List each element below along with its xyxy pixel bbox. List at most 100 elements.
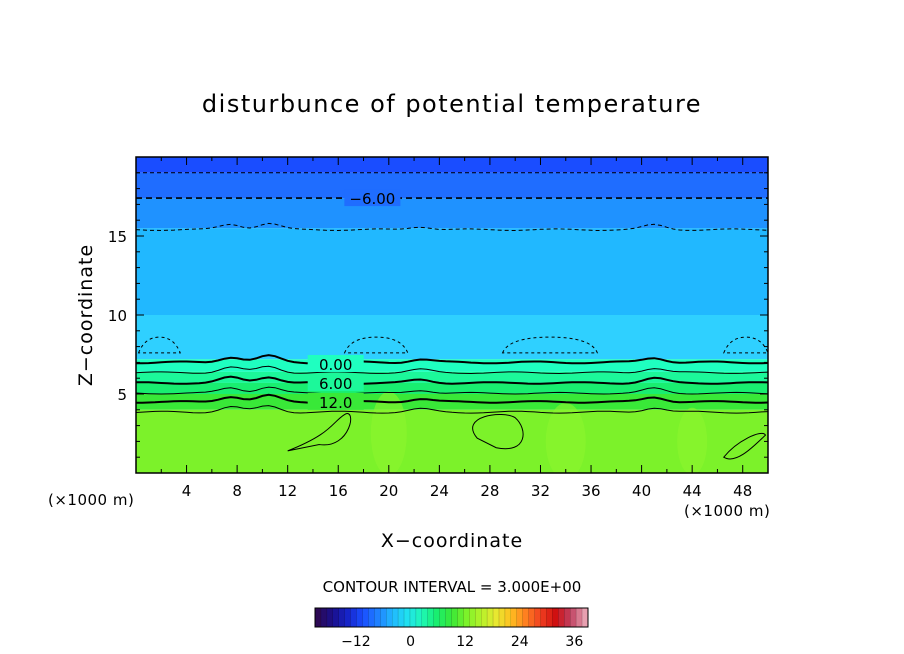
colorbar-cell-1 bbox=[320, 608, 328, 627]
x-tick-label-12: 12 bbox=[278, 482, 297, 500]
x-tick-label-4: 4 bbox=[182, 482, 192, 500]
field-band-4 bbox=[136, 315, 768, 360]
colorbar-cell-44 bbox=[576, 608, 583, 627]
contour-loop-2 bbox=[723, 433, 767, 460]
x-unit-label-right: (×1000 m) bbox=[684, 502, 770, 520]
contour-line-3 bbox=[136, 365, 768, 375]
colorbar-cell-2 bbox=[326, 608, 334, 627]
field-band-3 bbox=[136, 228, 768, 315]
colorbar-cell-15 bbox=[404, 608, 411, 627]
colorbar-cell-26 bbox=[469, 608, 476, 627]
contour-line-0 bbox=[136, 354, 768, 365]
contour-loop-0 bbox=[287, 413, 352, 452]
field-band-0 bbox=[136, 157, 768, 173]
contour-line-9 bbox=[136, 386, 768, 395]
colorbar-cell-7 bbox=[356, 608, 363, 627]
contour-label-0: −6.00 bbox=[349, 190, 395, 208]
colorbar-cell-39 bbox=[546, 608, 553, 627]
contour-label-2: 6.00 bbox=[319, 375, 352, 393]
field-band-6 bbox=[136, 371, 768, 383]
colorbar-cell-37 bbox=[534, 608, 541, 627]
field-band-9 bbox=[136, 409, 768, 473]
colorbar-cell-22 bbox=[445, 608, 452, 627]
colorbar-cell-27 bbox=[475, 608, 482, 627]
colorbar-cell-17 bbox=[415, 608, 423, 627]
colorbar-cell-33 bbox=[510, 608, 518, 627]
y-tick-label-5: 5 bbox=[117, 386, 127, 404]
colorbar-cell-41 bbox=[558, 608, 565, 627]
contour-label-bg-1 bbox=[307, 354, 364, 372]
contour-label-bg-0 bbox=[344, 189, 401, 207]
colorbar-cell-43 bbox=[570, 608, 577, 627]
colorbar-cell-20 bbox=[433, 608, 440, 627]
contour-label-bg-2 bbox=[307, 373, 364, 391]
colorbar-cell-32 bbox=[504, 608, 512, 627]
contour-pocket-2 bbox=[501, 336, 599, 354]
colorbar-cell-12 bbox=[386, 608, 393, 627]
colorbar-cell-25 bbox=[463, 608, 470, 627]
colorbar-frame bbox=[314, 607, 589, 628]
colorbar-cell-42 bbox=[564, 608, 571, 627]
colorbar-cell-10 bbox=[374, 608, 381, 627]
x-axis-label: X−coordinate bbox=[381, 530, 523, 552]
x-tick-label-36: 36 bbox=[581, 482, 600, 500]
contour-loop-1 bbox=[472, 413, 524, 450]
x-tick-label-24: 24 bbox=[430, 482, 449, 500]
x-tick-label-32: 32 bbox=[531, 482, 550, 500]
y-tick-label-15: 15 bbox=[108, 228, 127, 246]
colorbar-cell-16 bbox=[409, 608, 417, 627]
colorbar-cell-18 bbox=[421, 608, 429, 627]
field-patch-2 bbox=[677, 407, 708, 473]
x-tick-label-16: 16 bbox=[329, 482, 348, 500]
contour-label-3: 12.0 bbox=[319, 394, 352, 412]
colorbar-cell-6 bbox=[350, 608, 357, 627]
colorbar-cell-13 bbox=[392, 608, 399, 627]
colorbar-cell-0 bbox=[315, 608, 322, 627]
x-tick-label-40: 40 bbox=[632, 482, 651, 500]
colorbar-cell-9 bbox=[368, 608, 375, 627]
colorbar-cell-34 bbox=[516, 608, 524, 627]
colorbar-cell-19 bbox=[427, 608, 434, 627]
field-band-7 bbox=[136, 382, 768, 394]
contour-line-15 bbox=[136, 405, 768, 414]
colorbar-cell-35 bbox=[522, 608, 529, 627]
contour-line-12 bbox=[136, 393, 768, 404]
colorbar-cell-29 bbox=[487, 608, 494, 627]
contour-label-1: 0.00 bbox=[319, 356, 352, 374]
x-tick-label-44: 44 bbox=[683, 482, 702, 500]
colorbar-cell-31 bbox=[498, 608, 506, 627]
colorbar-cell-38 bbox=[540, 608, 547, 627]
x-tick-label-48: 48 bbox=[733, 482, 752, 500]
colorbar: −12 0 12 24 36 bbox=[314, 607, 589, 650]
colorbar-cell-30 bbox=[493, 608, 500, 627]
colorbar-cell-21 bbox=[439, 608, 446, 627]
colorbar-tick-label-3: 24 bbox=[511, 634, 529, 650]
contour-pocket-1 bbox=[343, 336, 409, 354]
field-band-1 bbox=[136, 172, 768, 199]
colorbar-tick-label-1: 0 bbox=[406, 634, 415, 650]
colorbar-cell-24 bbox=[457, 608, 464, 627]
field-patch-0 bbox=[370, 391, 407, 473]
y-tick-label-10: 10 bbox=[108, 307, 127, 325]
contour-interval-text: CONTOUR INTERVAL = 3.000E+00 bbox=[323, 578, 582, 596]
x-unit-label-left: (×1000 m) bbox=[48, 491, 134, 509]
colorbar-tick-label-2: 12 bbox=[456, 634, 474, 650]
contour-line-minus-3 bbox=[136, 222, 768, 232]
colorbar-cell-4 bbox=[338, 608, 345, 627]
colorbar-cell-14 bbox=[398, 608, 405, 627]
colorbar-cell-45 bbox=[582, 608, 589, 627]
field-band-2 bbox=[136, 198, 768, 229]
x-tick-label-8: 8 bbox=[232, 482, 242, 500]
colorbar-cell-11 bbox=[380, 608, 387, 627]
colorbar-cell-8 bbox=[362, 608, 369, 627]
contour-line-6 bbox=[136, 375, 768, 385]
colorbar-cell-40 bbox=[552, 608, 559, 627]
colorbar-cell-28 bbox=[481, 608, 488, 627]
field-patch-1 bbox=[545, 403, 586, 473]
contour-pocket-0 bbox=[137, 336, 181, 354]
chart-title: disturbunce of potential temperature bbox=[202, 90, 702, 118]
colorbar-cell-5 bbox=[344, 608, 351, 627]
x-tick-label-28: 28 bbox=[480, 482, 499, 500]
